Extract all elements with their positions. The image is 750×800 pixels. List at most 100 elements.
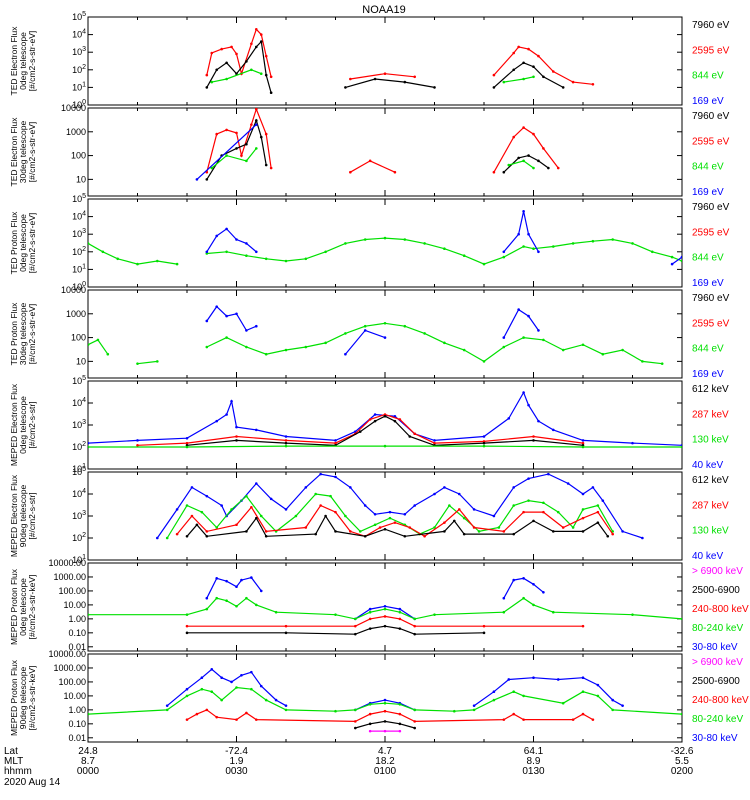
data-point	[403, 534, 407, 538]
data-point	[250, 68, 253, 72]
data-point	[522, 245, 525, 248]
legend-entry: 2595 eV	[692, 227, 730, 238]
data-point	[245, 345, 248, 349]
data-point	[368, 729, 372, 733]
legend-entry: 612 keV	[692, 475, 729, 486]
data-point	[254, 428, 258, 432]
y-tick-label: 100	[71, 333, 86, 343]
data-point	[304, 526, 308, 529]
data-point	[561, 526, 565, 529]
data-point	[225, 250, 228, 254]
data-point	[383, 709, 387, 713]
data-point	[552, 428, 555, 432]
data-point	[284, 631, 288, 635]
data-point	[433, 441, 436, 445]
data-point	[349, 170, 352, 174]
data-point	[378, 526, 382, 529]
data-point	[245, 242, 248, 245]
data-point	[512, 504, 515, 507]
data-point	[185, 687, 189, 691]
data-point	[200, 676, 204, 680]
series-line	[206, 322, 663, 365]
data-point	[482, 441, 486, 445]
data-point	[250, 687, 253, 691]
data-point	[581, 624, 585, 628]
y-tick-label: 10000.00	[48, 558, 86, 568]
y-tick-label: 100	[71, 151, 86, 161]
legend-entry: 80-240 keV	[692, 714, 743, 725]
y-tick-label: 105	[72, 11, 86, 22]
data-point	[284, 348, 288, 352]
data-point	[245, 60, 248, 63]
data-point	[255, 108, 258, 111]
data-point	[358, 430, 362, 433]
data-point	[344, 86, 347, 89]
data-point	[284, 704, 288, 707]
data-point	[403, 512, 407, 516]
data-point	[448, 504, 451, 507]
y-tick-label: 0.10	[68, 628, 86, 638]
data-point	[373, 413, 377, 416]
y-tick-label: 1.00	[68, 614, 86, 624]
data-point	[581, 492, 585, 496]
data-point	[254, 603, 258, 607]
data-point	[284, 444, 288, 448]
data-point	[502, 250, 506, 254]
data-point	[245, 596, 248, 600]
data-point	[284, 624, 288, 628]
data-point	[383, 615, 387, 618]
data-point	[215, 596, 218, 600]
data-point	[532, 582, 535, 586]
data-point	[482, 444, 486, 448]
data-point	[254, 123, 258, 126]
data-point	[245, 159, 248, 163]
y-tick-label: 101	[72, 263, 86, 274]
date-label: 2020 Aug 14	[4, 777, 61, 788]
y-tick-label: 10000	[61, 103, 86, 113]
data-point	[235, 72, 238, 76]
data-point	[631, 242, 634, 245]
data-point	[502, 610, 506, 614]
data-point	[398, 627, 402, 630]
data-point	[319, 504, 322, 507]
data-point	[259, 40, 263, 43]
data-point	[235, 435, 238, 438]
data-point	[517, 308, 520, 311]
legend-entry: 844 eV	[692, 253, 724, 264]
data-point	[254, 482, 258, 485]
data-point	[537, 159, 540, 163]
data-point	[502, 596, 506, 600]
legend-entry: 7960 eV	[692, 111, 730, 122]
data-point	[254, 324, 258, 328]
series-line	[206, 305, 257, 332]
data-point	[101, 250, 105, 254]
data-point	[235, 604, 238, 608]
data-point	[235, 425, 238, 429]
data-point	[235, 147, 238, 150]
data-point	[136, 262, 139, 266]
data-point	[250, 42, 253, 46]
data-point	[200, 687, 204, 691]
data-point	[507, 163, 511, 167]
data-point	[269, 166, 273, 170]
data-point	[88, 613, 90, 616]
data-point	[472, 508, 476, 511]
data-point	[433, 613, 436, 616]
y-tick-label: 10.00	[63, 600, 86, 610]
data-point	[581, 343, 585, 347]
data-point	[517, 232, 520, 236]
legend-entry: 2595 eV	[692, 136, 730, 147]
data-point	[537, 54, 540, 58]
y-tick-label: 103	[72, 510, 86, 521]
data-point	[264, 698, 268, 702]
x-tick-label-hhmm: 0130	[522, 766, 545, 777]
series-line	[493, 126, 559, 173]
x-tick-label-lat: -32.6	[671, 746, 694, 757]
y-tick-label: 0.01	[68, 642, 86, 652]
data-point	[532, 247, 535, 251]
data-point	[472, 708, 476, 712]
data-point	[383, 444, 387, 448]
data-point	[136, 362, 139, 365]
data-point	[423, 534, 426, 538]
data-point	[269, 75, 273, 79]
